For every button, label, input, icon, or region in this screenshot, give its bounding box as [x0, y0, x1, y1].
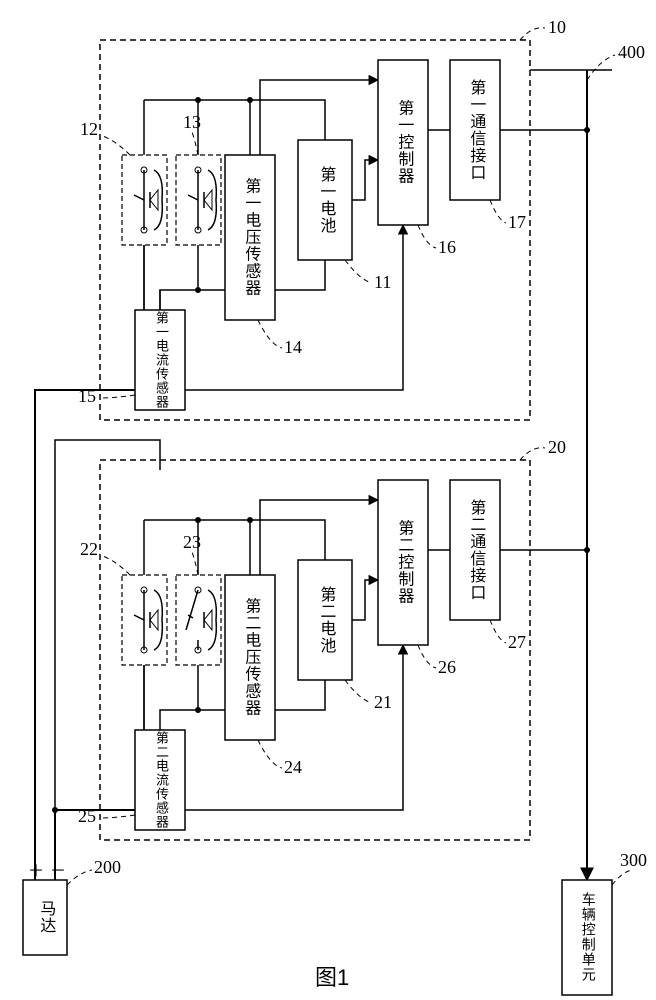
label-b24: 第二电压传感器: [242, 598, 261, 717]
block-battery-1: 第一电池: [298, 140, 352, 260]
block-isensor-1: 第一电流传感器: [135, 310, 185, 410]
sign-plus: ＋: [28, 863, 44, 880]
block-isensor-2: 第二电流传感器: [135, 730, 185, 830]
label-b15: 第一电流传感器: [154, 311, 169, 409]
block-vsensor-1: 第一电压传感器: [225, 155, 275, 320]
label-b17: 第一通信接口: [467, 79, 486, 181]
ref-22: 22: [80, 539, 98, 559]
ref-21: 21: [374, 692, 392, 712]
ref-12: 12: [80, 119, 98, 139]
label-b11: 第一电池: [317, 166, 336, 234]
label-vcu: 车辆控制单元: [580, 891, 596, 982]
ref-300: 300: [620, 850, 647, 870]
switch-13: [176, 155, 221, 245]
label-b14: 第一电压传感器: [242, 178, 261, 297]
ref-16: 16: [438, 237, 456, 257]
ref-27: 27: [508, 632, 526, 652]
switch-22: [122, 575, 167, 665]
figure-label: 图1: [315, 965, 349, 990]
ref-200: 200: [94, 857, 121, 877]
label-b27: 第二通信接口: [467, 499, 486, 601]
block-vsensor-2: 第二电压传感器: [225, 575, 275, 740]
ref-13: 13: [183, 112, 201, 132]
ref-24: 24: [284, 757, 302, 777]
label-b16: 第一控制器: [395, 100, 414, 185]
block-vcu: 车辆控制单元: [562, 880, 612, 995]
switch-12: [122, 155, 167, 245]
block-battery-2: 第二电池: [298, 560, 352, 680]
ref-26: 26: [438, 657, 456, 677]
block-motor: 马达: [23, 880, 67, 955]
ref-23: 23: [183, 532, 201, 552]
switch-23: [176, 575, 221, 665]
block-ctrl-2: 第二控制器: [378, 480, 428, 645]
sign-minus: －: [50, 863, 66, 880]
block-comm-2: 第二通信接口: [450, 480, 500, 620]
ref-20: 20: [548, 437, 566, 457]
ref-14: 14: [284, 337, 302, 357]
ref-15: 15: [78, 386, 96, 406]
ref-17: 17: [508, 212, 526, 232]
ref-400: 400: [618, 42, 645, 62]
label-motor: 马达: [37, 900, 56, 934]
label-b25: 第二电流传感器: [154, 731, 169, 829]
label-b21: 第二电池: [317, 586, 336, 654]
block-ctrl-1: 第一控制器: [378, 60, 428, 225]
block-comm-1: 第一通信接口: [450, 60, 500, 200]
ref-11: 11: [374, 272, 391, 292]
ref-25: 25: [78, 806, 96, 826]
ref-10: 10: [548, 17, 566, 37]
label-b26: 第二控制器: [395, 520, 414, 605]
